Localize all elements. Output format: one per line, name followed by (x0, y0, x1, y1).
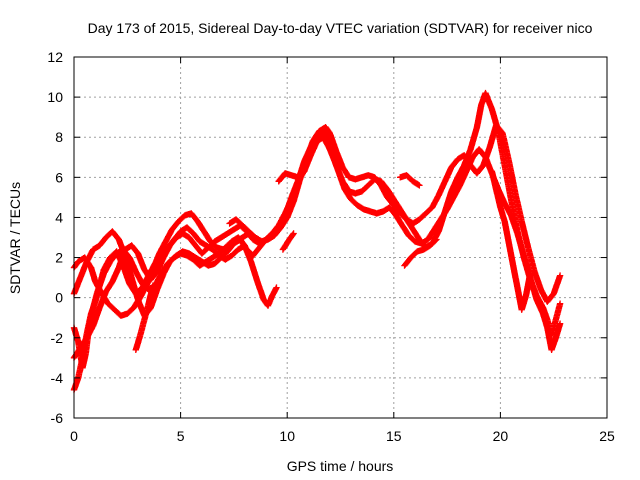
y-tick-label: 12 (47, 49, 63, 65)
series-arc-9 (279, 230, 297, 253)
x-tick-label: 0 (70, 428, 78, 444)
series-markers (488, 168, 534, 313)
y-tick-label: 8 (55, 129, 63, 145)
series-arc-7 (226, 216, 265, 245)
series-markers (279, 230, 297, 253)
x-tick-label: 20 (493, 428, 509, 444)
series-markers (401, 236, 440, 269)
series-arc-8 (275, 166, 308, 185)
series-arc-6 (132, 282, 157, 353)
x-tick-label: 25 (599, 428, 615, 444)
series-arc-12 (488, 168, 534, 313)
x-tick-label: 10 (279, 428, 295, 444)
y-tick-label: 6 (55, 169, 63, 185)
y-tick-label: 2 (55, 250, 63, 266)
series-arc-10 (397, 172, 423, 189)
x-tick-label: 15 (386, 428, 402, 444)
x-axis-label: GPS time / hours (287, 458, 394, 474)
y-tick-label: 4 (55, 209, 63, 225)
plot-frame (73, 56, 608, 419)
series-markers (275, 166, 308, 185)
y-tick-label: -6 (51, 410, 64, 426)
x-tick-label: 5 (177, 428, 185, 444)
series-arc-11 (401, 236, 440, 269)
series-markers (132, 282, 157, 353)
y-axis-label: SDTVAR / TECUs (7, 182, 23, 294)
y-tick-label: 10 (47, 89, 63, 105)
series-markers (397, 172, 423, 189)
y-tick-label: -4 (51, 370, 64, 386)
chart-title: Day 173 of 2015, Sidereal Day-to-day VTE… (88, 20, 593, 36)
y-tick-label: -2 (51, 330, 64, 346)
series-markers (226, 216, 265, 245)
y-tick-label: 0 (55, 290, 63, 306)
data-layer (70, 89, 564, 394)
ticks: 0 5 10 15 20 25 -6 -4 -2 0 2 4 6 8 10 12 (47, 49, 615, 444)
